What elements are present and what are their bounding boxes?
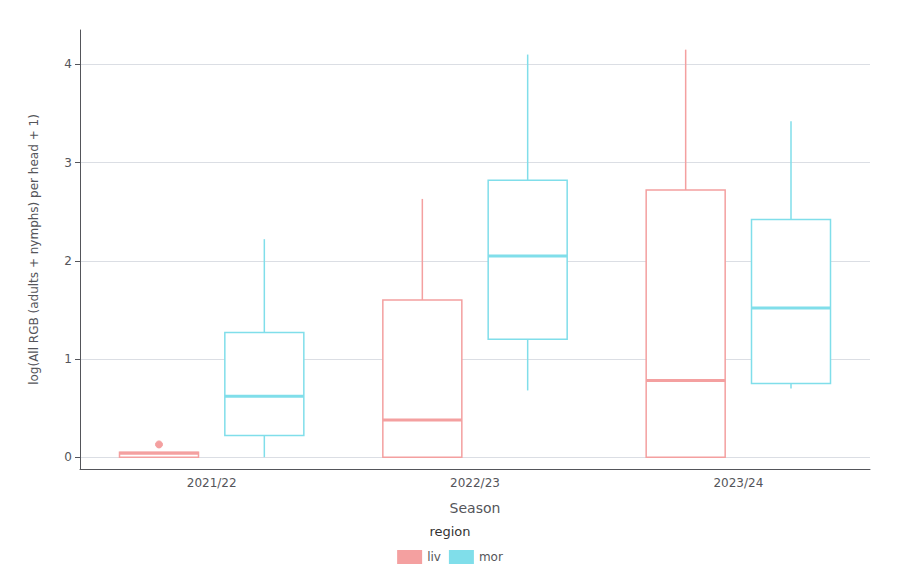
svg-text:3: 3	[64, 156, 72, 170]
svg-text:2022/23: 2022/23	[450, 476, 500, 490]
svg-text:Season: Season	[450, 500, 501, 516]
svg-text:2021/22: 2021/22	[187, 476, 237, 490]
svg-text:region: region	[429, 524, 470, 539]
svg-text:mor: mor	[479, 550, 503, 564]
svg-text:4: 4	[64, 57, 72, 71]
svg-text:log(All RGB (adults + nymphs): log(All RGB (adults + nymphs) per head +…	[27, 114, 41, 385]
svg-text:1: 1	[64, 352, 72, 366]
svg-text:0: 0	[64, 450, 72, 464]
svg-text:2023/24: 2023/24	[713, 476, 763, 490]
svg-text:2: 2	[64, 254, 72, 268]
svg-text:liv: liv	[427, 550, 441, 564]
